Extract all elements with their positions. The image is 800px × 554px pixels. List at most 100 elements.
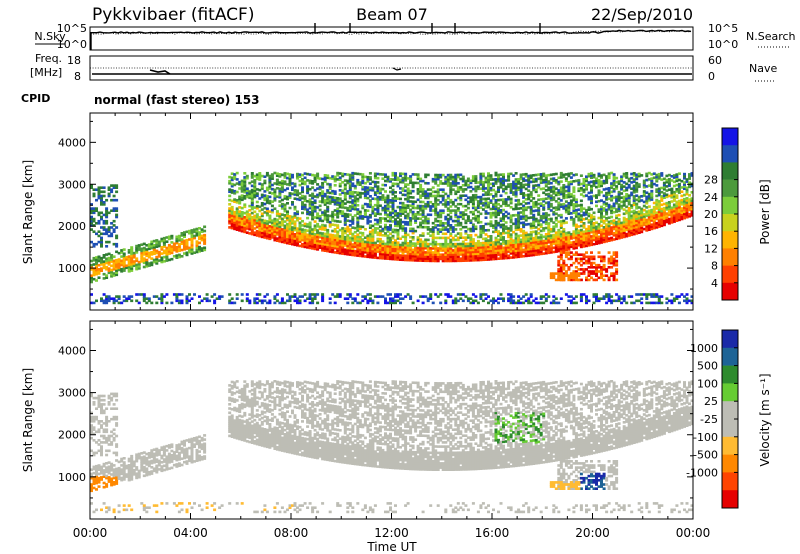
heat-cell xyxy=(497,213,500,216)
heat-cell xyxy=(102,277,106,280)
heat-cell xyxy=(293,233,297,236)
heat-cell xyxy=(389,249,392,252)
heat-cell xyxy=(419,209,423,212)
heat-cell xyxy=(411,210,415,214)
heat-cell xyxy=(145,248,149,251)
heat-cell xyxy=(605,212,609,216)
heat-cell xyxy=(311,245,315,248)
heat-cell xyxy=(622,172,626,176)
heat-cell xyxy=(180,255,184,258)
heat-cell xyxy=(373,252,377,255)
heat-cell xyxy=(574,231,578,235)
heat-cell xyxy=(456,257,460,260)
heat-cell xyxy=(286,187,289,190)
heat-cell xyxy=(356,237,360,241)
heat-cell xyxy=(564,242,568,245)
heat-cell xyxy=(572,236,576,240)
heat-cell xyxy=(512,241,516,244)
heat-cell xyxy=(585,229,588,233)
heat-cell xyxy=(353,254,357,257)
heat-cell xyxy=(567,206,571,209)
heat-cell xyxy=(487,197,490,200)
heat-cell xyxy=(451,255,455,258)
heat-cell xyxy=(313,180,317,184)
heat-cell xyxy=(270,229,274,233)
heat-cell xyxy=(512,214,516,217)
heat-cell xyxy=(466,217,470,220)
heat-cell xyxy=(381,217,385,220)
heat-cell xyxy=(177,239,181,242)
heat-cell xyxy=(419,183,423,187)
heat-cell xyxy=(125,256,129,259)
heat-cell xyxy=(416,238,420,241)
heat-cell xyxy=(404,189,408,193)
heat-cell xyxy=(471,196,475,199)
heat-cell xyxy=(466,236,470,239)
heat-cell xyxy=(564,206,568,210)
heat-cell xyxy=(441,224,445,227)
heat-cell xyxy=(522,210,526,214)
heat-cell xyxy=(559,176,563,179)
heat-cell xyxy=(512,301,516,305)
heat-cell xyxy=(587,181,591,184)
heat-cell xyxy=(270,192,274,195)
heat-cell xyxy=(489,299,493,303)
heat-cell xyxy=(250,201,254,204)
heat-cell xyxy=(610,261,614,265)
heat-cell xyxy=(97,188,101,191)
heat-cell xyxy=(502,198,505,201)
heat-cell xyxy=(318,187,322,191)
heat-cell xyxy=(431,205,435,208)
nave-tick-top: 60 xyxy=(708,54,722,67)
heat-cell xyxy=(469,259,473,262)
heat-cell xyxy=(358,240,362,243)
heat-cell xyxy=(240,293,244,296)
heat-cell xyxy=(318,240,322,243)
heat-cell xyxy=(273,230,277,233)
heat-cell xyxy=(590,186,593,190)
heat-cell xyxy=(474,225,478,228)
heat-cell xyxy=(195,248,199,252)
heat-cell xyxy=(233,223,237,226)
heat-cell xyxy=(404,256,408,260)
heat-cell xyxy=(283,214,287,217)
heat-cell xyxy=(539,177,543,180)
heat-cell xyxy=(366,253,370,256)
heat-cell xyxy=(97,190,101,194)
heat-cell xyxy=(497,244,500,248)
heat-cell xyxy=(454,219,458,223)
heat-cell xyxy=(391,228,395,232)
heat-cell xyxy=(567,248,571,251)
heat-cell xyxy=(471,204,475,208)
heat-cell xyxy=(348,251,352,254)
heat-cell xyxy=(562,246,566,250)
heat-cell xyxy=(572,278,576,282)
heat-cell xyxy=(157,255,161,258)
heat-cell xyxy=(122,267,126,270)
heat-cell xyxy=(436,175,440,179)
heat-cell xyxy=(296,189,299,193)
heat-cell xyxy=(607,191,611,194)
heat-cell xyxy=(361,295,365,298)
heat-cell xyxy=(318,200,322,203)
heat-cell xyxy=(240,215,244,218)
heat-cell xyxy=(343,297,347,300)
heat-cell xyxy=(127,295,131,298)
heat-cell xyxy=(574,266,578,269)
heat-cell xyxy=(424,255,428,258)
heat-cell xyxy=(391,297,395,300)
heat-cell xyxy=(333,179,337,183)
heat-cell xyxy=(446,230,450,233)
heat-cell xyxy=(476,195,480,199)
heat-cell xyxy=(454,190,458,193)
heat-cell xyxy=(404,204,408,207)
heat-cell xyxy=(293,184,297,188)
heat-cell xyxy=(494,213,498,217)
heat-cell xyxy=(524,237,528,241)
heat-cell xyxy=(557,263,561,267)
heat-cell xyxy=(112,301,116,305)
heat-cell xyxy=(115,265,119,268)
heat-cell xyxy=(351,195,355,198)
heat-cell xyxy=(286,210,289,213)
heat-cell xyxy=(110,297,114,300)
